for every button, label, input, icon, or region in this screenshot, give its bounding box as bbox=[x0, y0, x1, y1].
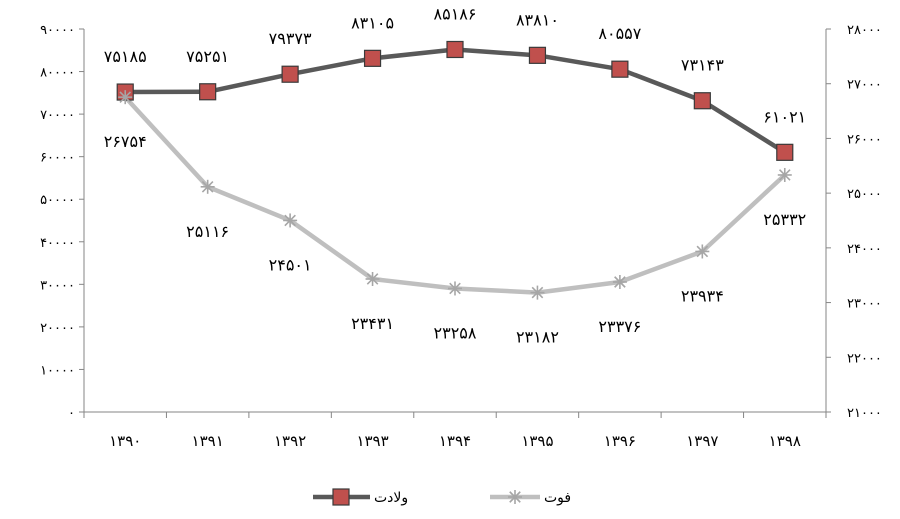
right-y-tick-label: ۲۳۰۰۰ bbox=[847, 297, 882, 312]
x-tick-label: ۱۳۹۰ bbox=[109, 432, 141, 450]
births-point-marker bbox=[612, 61, 628, 77]
left-y-tick-label: ۲۰۰۰۰ bbox=[40, 321, 75, 336]
deaths-point-marker bbox=[613, 275, 627, 289]
births-data-label: ۸۳۸۱۰ bbox=[516, 10, 559, 29]
right-y-tick-label: ۲۸۰۰۰ bbox=[847, 23, 882, 38]
deaths-data-label: ۲۵۳۳۲ bbox=[763, 210, 806, 229]
legend-marker-deaths bbox=[508, 490, 522, 504]
deaths-point-marker bbox=[695, 244, 709, 258]
right-y-tick-label: ۲۴۰۰۰ bbox=[847, 242, 882, 257]
deaths-point-marker bbox=[530, 286, 544, 300]
x-tick-label: ۱۳۹۳ bbox=[356, 432, 388, 450]
deaths-point-marker bbox=[448, 281, 462, 295]
deaths-data-label: ۲۳۴۳۱ bbox=[351, 314, 394, 333]
deaths-point-marker bbox=[283, 213, 297, 227]
deaths-data-label: ۲۳۱۸۲ bbox=[516, 328, 559, 347]
x-tick-label: ۱۳۹۲ bbox=[274, 432, 306, 450]
right-y-tick-label: ۲۱۰۰۰ bbox=[847, 406, 882, 421]
legend-label-births: ولادت bbox=[374, 490, 408, 506]
left-y-tick-label: ۳۰۰۰۰ bbox=[40, 278, 75, 293]
births-data-label: ۸۵۱۸۶ bbox=[434, 4, 477, 23]
births-point-marker bbox=[447, 41, 463, 57]
x-tick-label: ۱۳۹۱ bbox=[192, 432, 224, 450]
x-tick-label: ۱۳۹۶ bbox=[604, 432, 636, 450]
right-y-tick-label: ۲۷۰۰۰ bbox=[847, 78, 882, 93]
deaths-data-label: ۲۵۱۱۶ bbox=[186, 222, 229, 241]
legend: فوت ولادت bbox=[313, 489, 571, 506]
deaths-data-label: ۲۴۵۰۱ bbox=[269, 255, 312, 274]
right-y-tick-label: ۲۶۰۰۰ bbox=[847, 132, 882, 147]
series-layer bbox=[117, 41, 793, 299]
right-y-tick-label: ۲۲۰۰۰ bbox=[847, 351, 882, 366]
births-point-marker bbox=[529, 47, 545, 63]
x-tick-label: ۱۳۹۷ bbox=[686, 432, 718, 450]
left-y-tick-label: ۵۰۰۰۰ bbox=[40, 193, 75, 208]
births-data-label: ۶۱۰۲۱ bbox=[763, 107, 806, 126]
deaths-point-marker bbox=[366, 272, 380, 286]
deaths-data-label: ۲۶۷۵۴ bbox=[104, 132, 147, 151]
right-y-tick-label: ۲۵۰۰۰ bbox=[847, 187, 882, 202]
left-y-tick-label: ۰ bbox=[68, 406, 75, 421]
deaths-point-marker bbox=[118, 90, 132, 104]
births-data-label: ۷۹۳۷۳ bbox=[269, 29, 312, 48]
series-line-deaths bbox=[125, 97, 785, 292]
left-y-tick-label: ۴۰۰۰۰ bbox=[40, 236, 75, 251]
births-data-label: ۷۵۱۸۵ bbox=[104, 47, 147, 66]
deaths-point-marker bbox=[201, 180, 215, 194]
births-data-label: ۸۳۱۰۵ bbox=[351, 13, 394, 32]
left-y-tick-label: ۶۰۰۰۰ bbox=[40, 151, 75, 166]
deaths-data-label: ۲۳۹۳۴ bbox=[681, 286, 724, 305]
legend-label-deaths: فوت bbox=[544, 490, 571, 506]
legend-marker-births bbox=[333, 489, 349, 505]
left-y-tick-label: ۸۰۰۰۰ bbox=[40, 66, 75, 81]
x-tick-label: ۱۳۹۸ bbox=[769, 432, 801, 450]
x-tick-label: ۱۳۹۵ bbox=[521, 432, 553, 450]
births-point-marker bbox=[282, 66, 298, 82]
births-point-marker bbox=[365, 50, 381, 66]
x-tick-label: ۱۳۹۴ bbox=[439, 432, 471, 450]
left-y-tick-label: ۱۰۰۰۰ bbox=[40, 363, 75, 378]
births-point-marker bbox=[200, 84, 216, 100]
births-data-label: ۸۰۵۵۷ bbox=[598, 24, 641, 43]
births-point-marker bbox=[777, 144, 793, 160]
left-y-tick-label: ۹۰۰۰۰ bbox=[40, 23, 75, 38]
births-point-marker bbox=[694, 93, 710, 109]
births-data-label: ۷۵۲۵۱ bbox=[186, 47, 229, 66]
axes: ۰ ۱۰۰۰۰ ۲۰۰۰۰ ۳۰۰۰۰ ۴۰۰۰۰ ۵۰۰۰۰ ۶۰۰۰۰ ۷۰۰۰۰ ۸۰۰۰… bbox=[40, 23, 882, 450]
deaths-point-marker bbox=[778, 168, 792, 182]
left-y-tick-label: ۷۰۰۰۰ bbox=[40, 108, 75, 123]
deaths-data-label: ۲۳۲۵۸ bbox=[434, 323, 477, 342]
births-data-label: ۷۳۱۴۳ bbox=[681, 56, 724, 75]
deaths-data-label: ۲۳۳۷۶ bbox=[598, 317, 641, 336]
